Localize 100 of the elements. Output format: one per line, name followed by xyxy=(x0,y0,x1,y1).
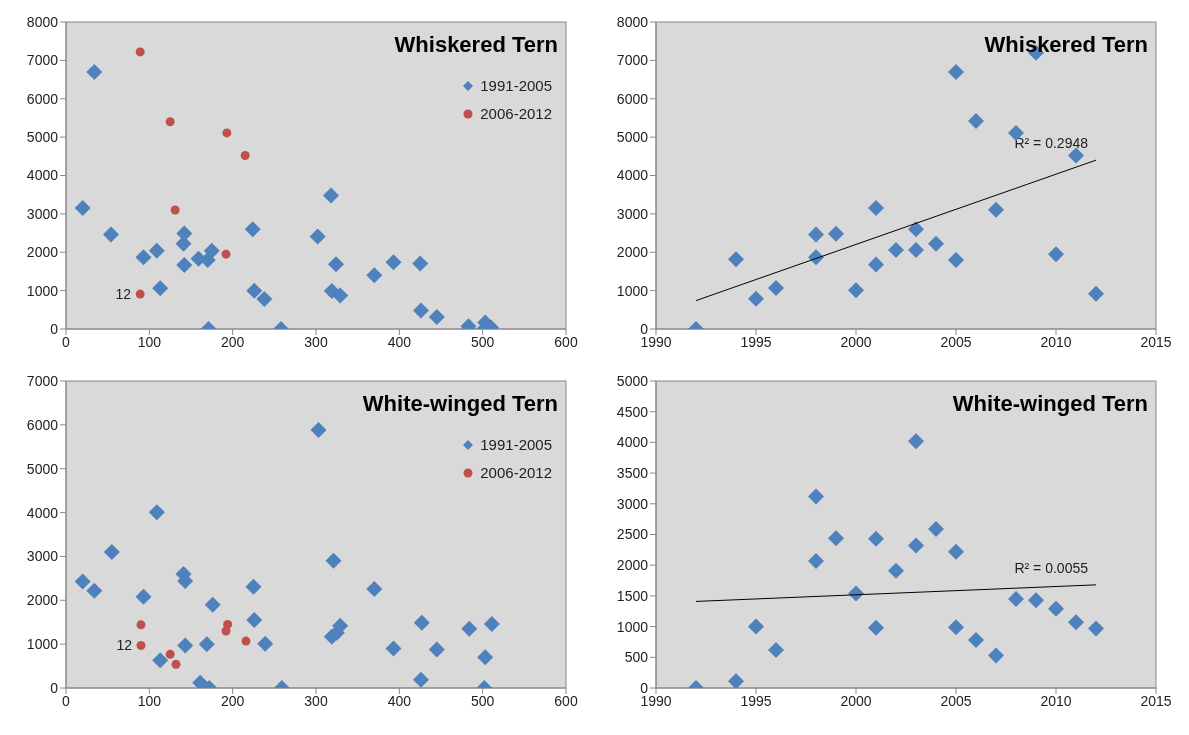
point xyxy=(948,251,964,268)
x-tick-label: 100 xyxy=(137,692,162,709)
point xyxy=(74,573,91,590)
point xyxy=(1048,246,1064,263)
y-tick-label: 6000 xyxy=(26,416,59,433)
x-tick-label: 200 xyxy=(220,692,245,709)
point xyxy=(808,488,824,505)
y-tick-label: 4000 xyxy=(26,504,59,521)
point xyxy=(428,641,445,658)
point xyxy=(221,626,231,636)
point xyxy=(928,520,944,537)
point xyxy=(968,113,984,130)
point xyxy=(1088,620,1104,637)
point xyxy=(1068,614,1084,631)
point xyxy=(868,200,884,217)
x-tick-label: 1995 xyxy=(740,333,772,350)
x-tick-label: 2015 xyxy=(1140,333,1172,350)
x-tick-label: 300 xyxy=(304,692,328,709)
point xyxy=(728,673,744,688)
x-tick-label: 2005 xyxy=(940,692,972,709)
point xyxy=(152,652,169,669)
x-tick-label: 200 xyxy=(220,333,245,350)
point xyxy=(988,647,1004,664)
y-tick-label: 1000 xyxy=(616,282,649,299)
annotation: 12 xyxy=(115,286,132,303)
point xyxy=(309,228,326,245)
annotation: 12 xyxy=(116,637,133,654)
point xyxy=(135,289,145,299)
point xyxy=(477,649,494,666)
y-tick-label: 0 xyxy=(50,679,59,696)
text: Whiskered Tern xyxy=(394,32,558,58)
point xyxy=(246,612,263,629)
point xyxy=(412,255,429,272)
y-tick-label: 5000 xyxy=(616,372,649,389)
point xyxy=(748,290,764,307)
x-tick-label: 500 xyxy=(470,692,495,709)
point xyxy=(332,287,349,304)
point xyxy=(1068,147,1084,164)
point xyxy=(136,640,146,650)
x-tick-label: 2015 xyxy=(1140,692,1172,709)
x-tick-label: 2000 xyxy=(840,692,872,709)
x-tick-label: 2005 xyxy=(940,333,972,350)
point xyxy=(868,530,884,547)
point xyxy=(413,614,430,631)
point xyxy=(246,282,263,299)
y-tick-label: 6000 xyxy=(616,90,649,107)
point xyxy=(152,280,169,297)
point xyxy=(165,649,175,659)
point xyxy=(148,504,165,521)
point xyxy=(948,543,964,560)
point xyxy=(244,221,261,238)
y-tick-label: 500 xyxy=(624,649,649,666)
x-tick-label: 2010 xyxy=(1040,692,1072,709)
point xyxy=(171,659,181,669)
legend-label: 1991-2005 xyxy=(480,435,552,455)
point xyxy=(136,620,146,630)
point xyxy=(988,201,1004,218)
y-tick-label: 5000 xyxy=(616,129,649,146)
point xyxy=(828,225,844,242)
point xyxy=(366,267,383,284)
point xyxy=(240,151,250,161)
y-tick-label: 2500 xyxy=(616,526,649,543)
point xyxy=(203,242,220,259)
point xyxy=(1028,592,1044,609)
point xyxy=(135,249,152,266)
point xyxy=(948,63,964,80)
y-tick-label: 2000 xyxy=(26,592,59,609)
y-tick-label: 8000 xyxy=(26,13,59,30)
x-tick-label: 500 xyxy=(470,333,495,350)
y-tick-label: 5000 xyxy=(26,129,59,146)
y-tick-label: 8000 xyxy=(616,13,649,30)
x-tick-label: 2010 xyxy=(1040,333,1072,350)
x-tick-label: 400 xyxy=(387,692,412,709)
point xyxy=(908,241,924,258)
point xyxy=(413,671,429,688)
point xyxy=(385,254,402,271)
point xyxy=(86,582,103,599)
point xyxy=(221,249,231,259)
point xyxy=(848,282,864,299)
point xyxy=(808,226,824,243)
y-tick-label: 2000 xyxy=(616,244,649,261)
y-tick-label: 5000 xyxy=(26,460,59,477)
x-tick-label: 600 xyxy=(554,333,578,350)
y-tick-label: 1500 xyxy=(616,587,649,604)
x-tick-label: 0 xyxy=(62,333,71,350)
text: White-winged Tern xyxy=(952,391,1148,417)
point xyxy=(103,544,120,561)
y-tick-label: 4000 xyxy=(616,434,649,451)
y-tick-label: 4000 xyxy=(26,167,59,184)
y-tick-label: 4000 xyxy=(616,167,649,184)
y-tick-label: 4500 xyxy=(616,403,649,420)
annotation: R² = 0.0055 xyxy=(1014,559,1089,576)
x-tick-label: 400 xyxy=(387,333,412,350)
x-tick-label: 600 xyxy=(554,692,578,709)
point xyxy=(222,128,232,138)
point xyxy=(413,302,429,319)
point xyxy=(241,636,251,646)
text: White-winged Tern xyxy=(362,391,558,417)
x-tick-label: 2000 xyxy=(840,333,872,350)
y-tick-label: 7000 xyxy=(26,372,59,389)
